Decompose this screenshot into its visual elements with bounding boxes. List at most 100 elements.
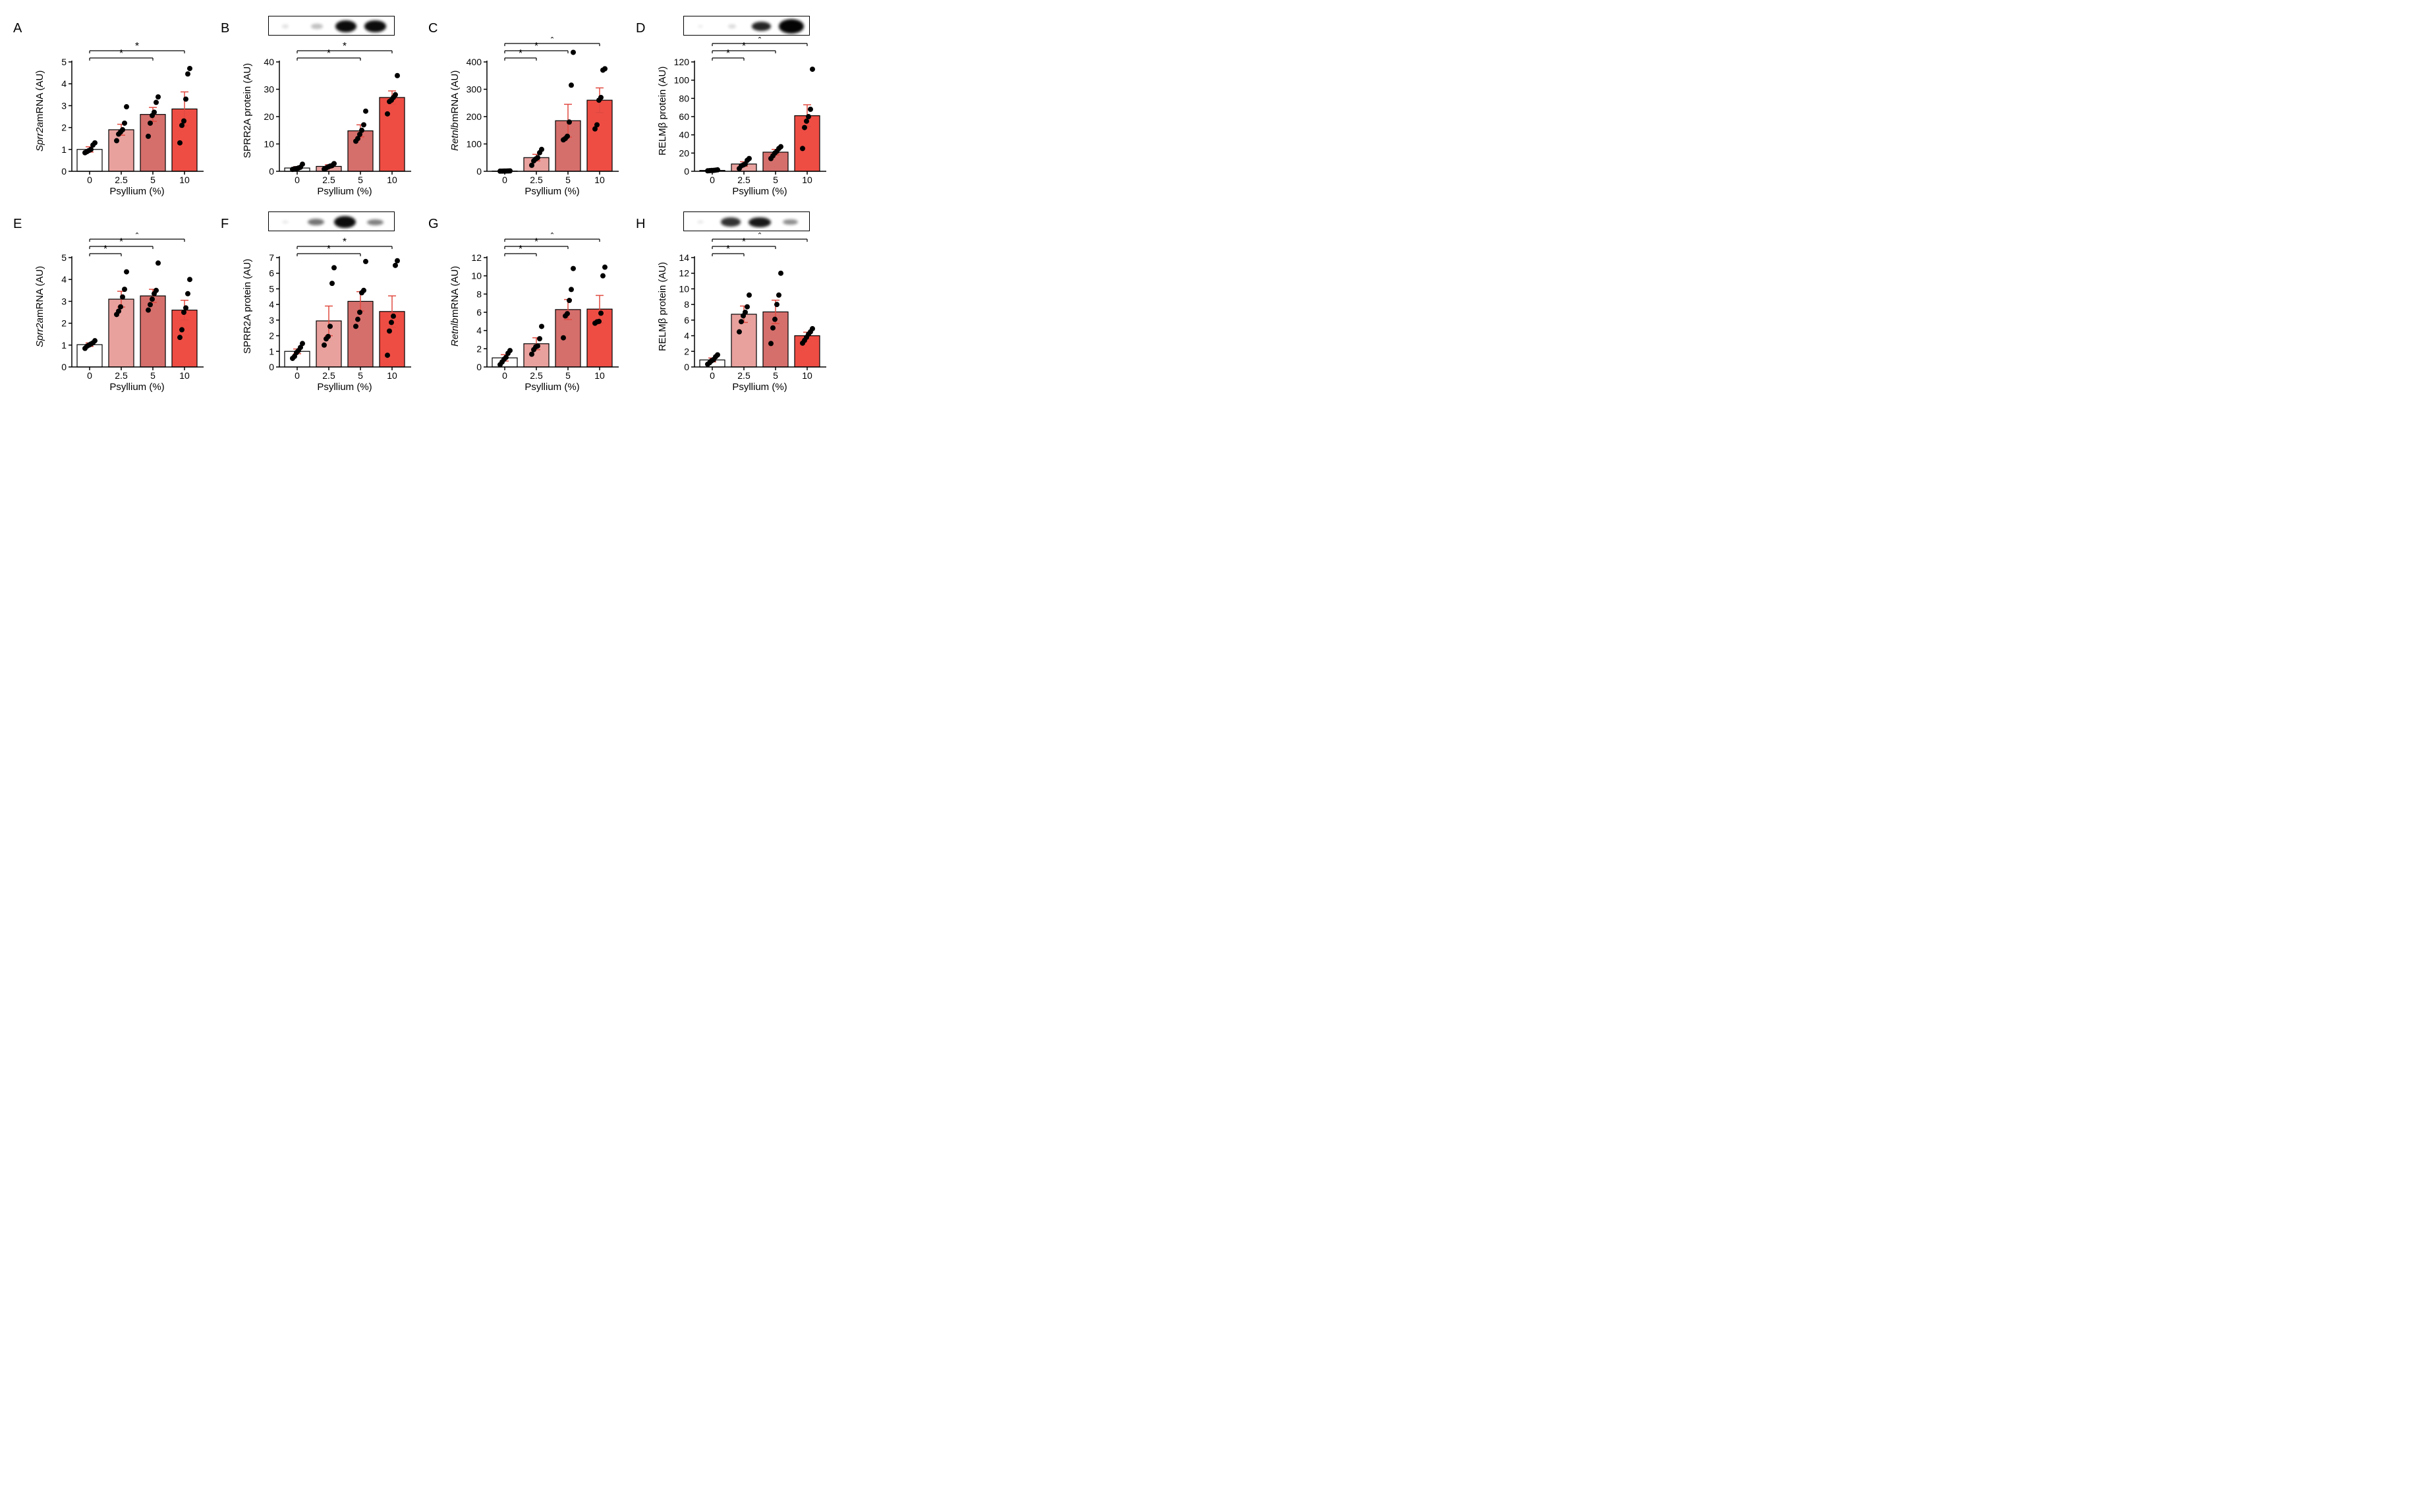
plot: ***01234502.5510 bbox=[45, 233, 209, 380]
x-tick-label: 2.5 bbox=[115, 175, 128, 184]
data-point bbox=[567, 119, 572, 125]
x-tick-label: 0 bbox=[502, 175, 507, 184]
data-point bbox=[122, 287, 127, 292]
blot-band bbox=[698, 25, 703, 28]
data-point bbox=[806, 114, 811, 119]
x-tick-label: 5 bbox=[150, 175, 156, 184]
significance-star: * bbox=[119, 48, 123, 59]
blot-row bbox=[268, 209, 395, 231]
x-axis-label-wrap: Psyllium (%) bbox=[486, 380, 618, 393]
bar bbox=[140, 296, 165, 367]
data-point bbox=[387, 328, 392, 333]
plot-wrap: RELMβ protein (AU)***0246810121402.5510 bbox=[654, 233, 832, 380]
y-tick-label: 60 bbox=[679, 111, 689, 122]
x-tick-label: 5 bbox=[150, 370, 156, 380]
chart-svg: ***0246810121402.5510 bbox=[668, 233, 832, 380]
x-tick-label: 5 bbox=[565, 175, 571, 184]
data-point bbox=[363, 259, 368, 264]
y-tick-label: 2 bbox=[269, 331, 274, 341]
y-tick-label: 2 bbox=[61, 318, 67, 329]
bar bbox=[140, 115, 165, 171]
data-point bbox=[183, 96, 188, 101]
panel-label: A bbox=[13, 21, 22, 36]
x-tick-label: 5 bbox=[773, 370, 778, 380]
data-point bbox=[114, 138, 119, 144]
panel-label: H bbox=[636, 217, 645, 232]
data-point bbox=[395, 73, 400, 78]
y-tick-label: 6 bbox=[476, 307, 482, 318]
blot-row bbox=[268, 13, 395, 36]
blot-band bbox=[783, 219, 798, 225]
x-tick-label: 0 bbox=[295, 370, 300, 380]
data-point bbox=[529, 352, 534, 357]
significance-star: * bbox=[519, 244, 523, 255]
western-blot bbox=[683, 211, 810, 231]
data-point bbox=[92, 338, 98, 343]
data-point bbox=[770, 325, 776, 331]
y-tick-label: 0 bbox=[269, 166, 274, 177]
data-point bbox=[124, 269, 129, 275]
data-point bbox=[778, 144, 783, 150]
data-point bbox=[181, 119, 186, 124]
y-tick-label: 1 bbox=[269, 346, 274, 356]
data-point bbox=[185, 291, 190, 296]
data-point bbox=[152, 109, 157, 115]
y-tick-label: 8 bbox=[476, 289, 482, 299]
y-tick-label: 0 bbox=[61, 362, 67, 372]
data-point bbox=[322, 343, 327, 348]
chart-svg: **0123456702.5510 bbox=[253, 233, 416, 380]
data-point bbox=[737, 329, 742, 335]
y-axis-label: Sprr2a mRNA (AU) bbox=[32, 51, 45, 170]
figure-grid: ASprr2a mRNA (AU)**01234502.5510Psyllium… bbox=[13, 13, 824, 393]
x-axis-label-wrap: Psyllium (%) bbox=[71, 380, 203, 393]
y-tick-label: 4 bbox=[476, 325, 482, 336]
significance-star: * bbox=[135, 41, 139, 52]
data-point bbox=[747, 156, 752, 161]
data-point bbox=[565, 311, 570, 316]
data-point bbox=[146, 134, 151, 139]
data-point bbox=[776, 293, 781, 298]
data-point bbox=[598, 95, 604, 100]
data-point bbox=[185, 71, 190, 76]
y-tick-label: 6 bbox=[269, 268, 274, 279]
data-point bbox=[800, 146, 805, 151]
x-tick-label: 2.5 bbox=[530, 370, 543, 380]
data-point bbox=[154, 288, 159, 293]
x-axis-label: Psyllium (%) bbox=[486, 381, 618, 393]
data-point bbox=[778, 271, 783, 276]
data-point bbox=[571, 49, 576, 55]
significance-star: * bbox=[327, 48, 331, 59]
panel-A: ASprr2a mRNA (AU)**01234502.5510Psyllium… bbox=[13, 13, 209, 197]
data-point bbox=[118, 304, 123, 310]
panel-E: ESprr2a mRNA (AU)***01234502.5510Psylliu… bbox=[13, 209, 209, 393]
data-point bbox=[539, 323, 544, 329]
significance-star: * bbox=[103, 244, 107, 255]
y-tick-label: 2 bbox=[476, 343, 482, 354]
plot-wrap: Sprr2a mRNA (AU)**01234502.5510 bbox=[32, 37, 209, 184]
data-point bbox=[385, 352, 390, 358]
significance-star: * bbox=[343, 237, 347, 248]
y-tick-label: 40 bbox=[264, 57, 274, 67]
y-tick-label: 5 bbox=[269, 283, 274, 294]
x-tick-label: 0 bbox=[87, 370, 92, 380]
y-tick-label: 1 bbox=[61, 144, 67, 155]
y-tick-label: 0 bbox=[476, 166, 482, 177]
x-tick-label: 10 bbox=[387, 370, 397, 380]
data-point bbox=[150, 296, 155, 302]
panel-label: D bbox=[636, 21, 645, 36]
data-point bbox=[92, 140, 98, 146]
data-point bbox=[739, 319, 744, 324]
y-tick-label: 2 bbox=[684, 346, 689, 356]
y-axis-label: SPRR2A protein (AU) bbox=[239, 247, 253, 366]
data-point bbox=[148, 121, 153, 126]
panel-H: H RELMβ protein (AU)***0246810121402.5510… bbox=[636, 209, 832, 393]
bar bbox=[109, 130, 134, 171]
plot: **01020304002.5510 bbox=[253, 37, 416, 184]
panel-G: GRetnlb mRNA (AU)***02468101202.5510Psyl… bbox=[428, 209, 624, 393]
y-tick-label: 6 bbox=[684, 315, 689, 325]
panel-label: C bbox=[428, 21, 438, 36]
data-point bbox=[391, 314, 396, 319]
western-blot bbox=[268, 16, 395, 36]
y-tick-label: 0 bbox=[269, 362, 274, 372]
chart-svg: ***01234502.5510 bbox=[45, 233, 209, 380]
